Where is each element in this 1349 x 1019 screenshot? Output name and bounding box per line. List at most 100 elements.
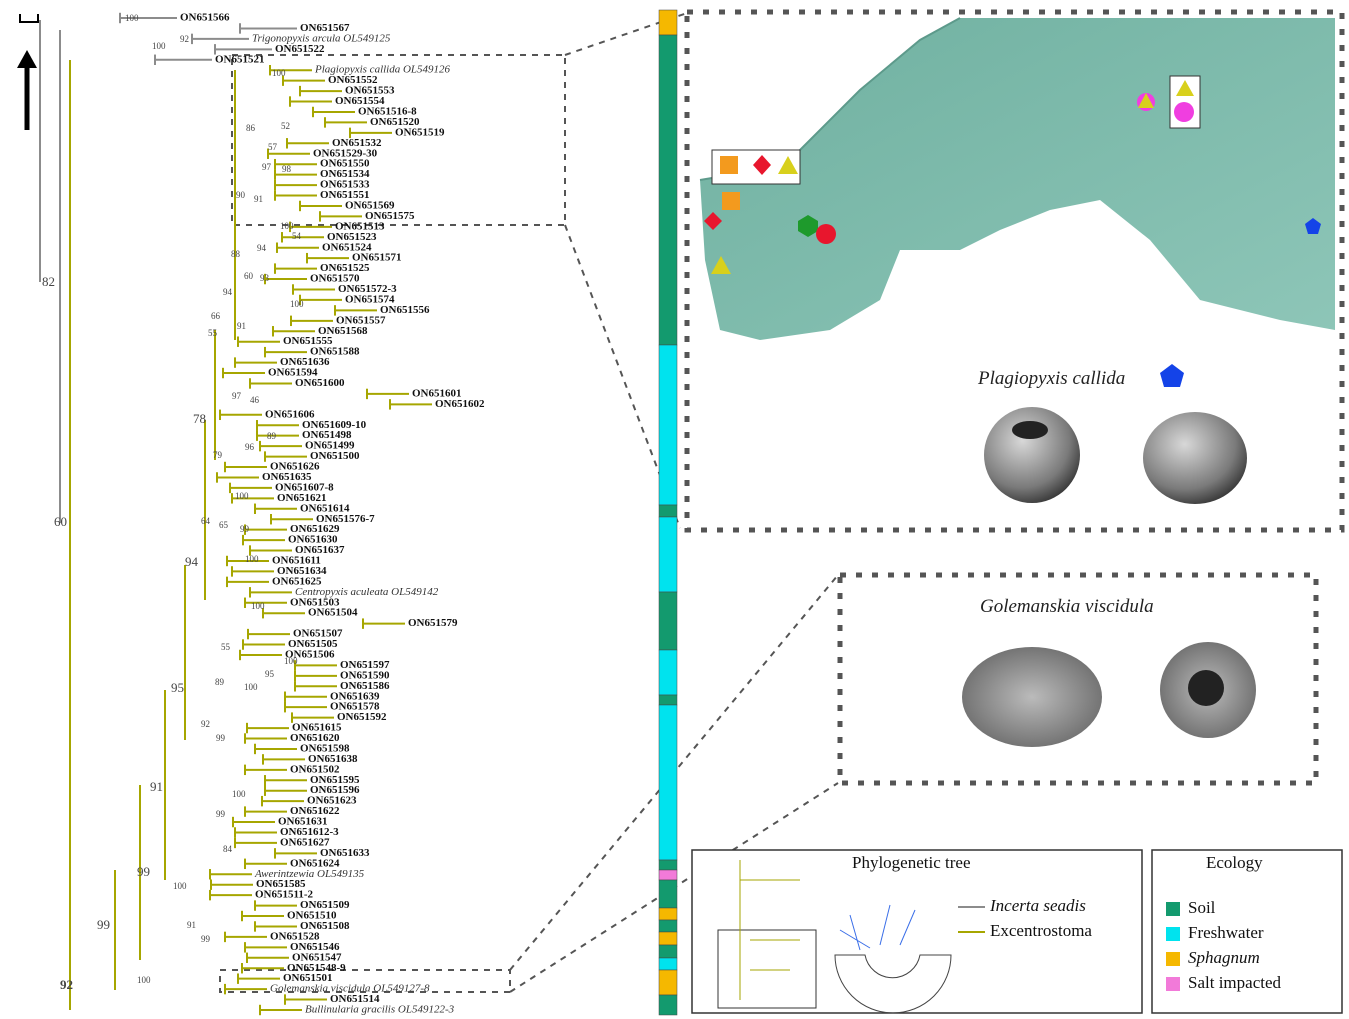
specimen-image [1143, 412, 1247, 504]
ecology-strip [658, 944, 678, 959]
tip-label: ON651569 [345, 199, 395, 211]
support-value: 100 [173, 881, 187, 891]
tip-label: ON651622 [290, 805, 340, 817]
tip-label: ON651621 [277, 492, 327, 504]
ecology-strip [658, 994, 678, 1016]
support-value: 55 [208, 328, 218, 338]
tip-label: ON651507 [293, 628, 343, 640]
tip-label: ON651546 [290, 941, 340, 953]
tip-label: ON651547 [292, 951, 342, 963]
support-value: 92 [60, 977, 73, 992]
tip-label: ON651627 [280, 836, 330, 848]
tip-label: ON651614 [300, 502, 350, 514]
tip-label: ON651623 [307, 795, 357, 807]
support-value: 82 [42, 274, 55, 289]
thumbnail-box [717, 929, 817, 1009]
legend-label: Sphagnum [1188, 948, 1260, 967]
tip-label: ON651615 [292, 722, 342, 734]
marker [1305, 218, 1321, 234]
support-value: 100 [245, 554, 259, 564]
support-value: 94 [223, 287, 233, 297]
tip-label: ON651522 [275, 43, 325, 55]
tip-label: ON651596 [310, 784, 360, 796]
tip-label: ON651508 [300, 920, 350, 932]
support-value: 92 [201, 719, 210, 729]
tip-label: Trigonopyxis arcula OL549125 [252, 32, 391, 44]
marker [798, 215, 818, 237]
tip-label: ON651498 [302, 429, 352, 441]
tip-label: ON651625 [272, 575, 322, 587]
tip-label: ON651586 [340, 680, 390, 692]
marker [711, 256, 731, 274]
ecology-strip [658, 919, 678, 933]
tip-label: ON651606 [265, 408, 315, 420]
tip-label: ON651595 [310, 774, 360, 786]
ecology-strip [658, 9, 678, 36]
support-value: 96 [245, 442, 255, 452]
tip-label: ON651500 [310, 450, 360, 462]
specimen-aperture [1012, 421, 1048, 439]
tip-label: ON651637 [295, 544, 345, 556]
ecology-strip [658, 907, 678, 921]
support-value: 100 [290, 299, 304, 309]
support-value: 100 [125, 13, 139, 23]
support-value: 98 [282, 164, 292, 174]
tip-label: ON651602 [435, 398, 485, 410]
tip-label: ON651548-9 [287, 962, 346, 974]
tip-label: ON651600 [295, 377, 345, 389]
marker [778, 156, 798, 174]
tip-label: ON651638 [308, 753, 358, 765]
detail-species: Golemanskia viscidula [980, 596, 1154, 617]
tip-label: ON651598 [300, 742, 350, 754]
detail-frame [837, 572, 1319, 786]
tip-label: ON651554 [335, 95, 385, 107]
circular-thumbnail-branches [839, 904, 916, 951]
support-value: 94 [257, 243, 267, 253]
support-value: 100 [280, 221, 294, 231]
support-value: 99 [216, 733, 226, 743]
tip-label: ON651505 [288, 638, 338, 650]
ecology-strip [658, 957, 678, 971]
tip-label: ON651607-8 [275, 481, 334, 493]
tip-label: ON651611 [272, 555, 321, 567]
tip-label: ON651533 [320, 179, 370, 191]
support-value: 100 [152, 41, 166, 51]
support-value: 100 [251, 601, 265, 611]
support-value: 100 [272, 68, 286, 78]
tip-label: ON651575 [365, 210, 415, 222]
tip-label: ON651529-30 [313, 147, 378, 159]
support-value: 100 [137, 975, 151, 985]
support-value: 60 [54, 514, 67, 529]
marker [720, 156, 738, 174]
legend-label: Salt impacted [1188, 973, 1282, 992]
tip-label: ON651570 [310, 273, 360, 285]
tip-label: ON651579 [408, 617, 458, 629]
legend-label: Excentrostoma [990, 921, 1092, 940]
tip-label: ON651633 [320, 847, 370, 859]
ecology-strip [658, 931, 678, 946]
specimen-image [984, 407, 1080, 503]
tip-label: ON651635 [262, 471, 312, 483]
support-value: 91 [237, 321, 246, 331]
tip-label: Golemanskia viscidula OL549127-8 [270, 983, 430, 995]
support-value: 91 [187, 920, 196, 930]
support-value: 97 [262, 162, 272, 172]
tip-label: ON651612-3 [280, 826, 339, 838]
support-value: 99 [137, 864, 150, 879]
support-value: 95 [171, 680, 184, 695]
support-value: 64 [201, 516, 211, 526]
tip-label: ON651557 [336, 314, 386, 326]
tip-label: Awerintzewia OL549135 [254, 868, 365, 880]
tip-label: ON651620 [290, 732, 340, 744]
ecology-strip [658, 591, 678, 651]
tip-label: ON651555 [283, 335, 333, 347]
tip-label: ON651571 [352, 252, 402, 264]
tip-label: ON651585 [256, 878, 306, 890]
ecology-strip [658, 34, 678, 346]
tip-label: ON651629 [290, 523, 340, 535]
tip-label: ON651528 [270, 930, 320, 942]
support-value: 97 [232, 391, 242, 401]
tip-label: ON651525 [320, 262, 370, 274]
support-value: 89 [215, 677, 225, 687]
tip-label: ON651566 [180, 12, 230, 24]
